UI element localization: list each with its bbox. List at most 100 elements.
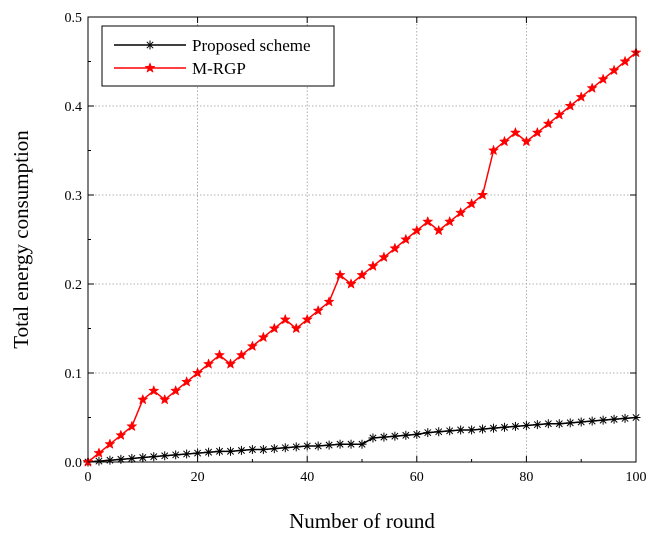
- data-point-proposed-scheme: [105, 455, 115, 465]
- data-point-proposed-scheme: [467, 425, 477, 435]
- data-point-m-rgp: [279, 313, 291, 325]
- data-point-m-rgp: [411, 224, 423, 236]
- data-point-proposed-scheme: [598, 415, 608, 425]
- x-tick-label: 40: [300, 470, 314, 485]
- data-point-m-rgp: [148, 384, 160, 396]
- data-point-proposed-scheme: [215, 446, 225, 456]
- x-tick-label: 80: [519, 470, 533, 485]
- data-point-proposed-scheme: [521, 421, 531, 431]
- data-point-m-rgp: [181, 375, 193, 387]
- data-point-proposed-scheme: [269, 444, 279, 454]
- data-point-m-rgp: [542, 117, 554, 129]
- data-point-proposed-scheme: [478, 424, 488, 434]
- y-tick-label: 0.2: [65, 278, 83, 293]
- data-point-proposed-scheme: [543, 419, 553, 429]
- data-point-m-rgp: [564, 100, 576, 111]
- data-point-m-rgp: [597, 73, 609, 85]
- data-point-proposed-scheme: [532, 420, 542, 430]
- data-point-proposed-scheme: [620, 413, 630, 423]
- y-axis-title: Total energy consumption: [9, 130, 33, 349]
- y-tick-label: 0.0: [65, 456, 83, 471]
- data-point-m-rgp: [608, 64, 620, 76]
- data-point-m-rgp: [378, 251, 390, 263]
- data-point-proposed-scheme: [499, 422, 509, 432]
- data-point-proposed-scheme: [193, 448, 203, 458]
- series-layer: [82, 46, 642, 467]
- data-point-m-rgp: [465, 197, 478, 209]
- data-point-m-rgp: [444, 215, 456, 227]
- data-point-proposed-scheme: [456, 425, 466, 435]
- data-point-proposed-scheme: [291, 442, 301, 452]
- data-point-proposed-scheme: [390, 431, 400, 441]
- data-point-proposed-scheme: [554, 419, 564, 429]
- x-tick-label: 60: [410, 470, 424, 485]
- legend-box: [101, 25, 335, 87]
- x-tick-label: 100: [626, 470, 647, 485]
- data-point-proposed-scheme: [171, 450, 181, 460]
- data-point-proposed-scheme: [346, 439, 356, 449]
- data-point-proposed-scheme: [576, 417, 586, 427]
- data-point-proposed-scheme: [280, 443, 290, 453]
- data-point-proposed-scheme: [302, 441, 312, 451]
- data-point-m-rgp: [553, 108, 565, 120]
- data-point-proposed-scheme: [357, 439, 367, 449]
- data-point-proposed-scheme: [565, 418, 575, 428]
- data-point-m-rgp: [312, 304, 324, 316]
- data-point-m-rgp: [213, 349, 226, 360]
- data-point-proposed-scheme: [127, 453, 137, 463]
- data-point-m-rgp: [257, 331, 269, 343]
- data-point-m-rgp: [137, 393, 149, 405]
- y-tick-label: 0.3: [65, 189, 83, 204]
- data-point-proposed-scheme: [401, 430, 411, 440]
- data-point-proposed-scheme: [324, 440, 334, 450]
- data-point-m-rgp: [509, 126, 522, 138]
- legend-label: M-RGP: [192, 59, 246, 78]
- data-point-m-rgp: [619, 55, 631, 67]
- data-point-proposed-scheme: [368, 433, 378, 443]
- data-point-m-rgp: [246, 340, 259, 352]
- data-point-m-rgp: [476, 189, 489, 200]
- legend: Proposed scheme M-RGP: [101, 25, 335, 87]
- data-point-m-rgp: [191, 367, 204, 378]
- data-point-proposed-scheme: [379, 432, 389, 442]
- legend-item-m-rgp: M-RGP: [114, 59, 246, 78]
- data-point-m-rgp: [224, 358, 237, 369]
- data-point-m-rgp: [93, 447, 105, 458]
- data-point-proposed-scheme: [94, 456, 104, 466]
- data-point-m-rgp: [455, 206, 467, 218]
- data-point-m-rgp: [334, 269, 346, 280]
- legend-marker: [144, 62, 156, 73]
- data-point-proposed-scheme: [445, 426, 455, 436]
- series-line-m-rgp: [87, 52, 637, 463]
- y-tick-label: 0.4: [65, 100, 83, 115]
- data-point-proposed-scheme: [149, 452, 159, 462]
- data-point-m-rgp: [126, 420, 138, 432]
- x-axis-title: Number of round: [289, 509, 435, 533]
- data-point-m-rgp: [356, 269, 368, 280]
- data-point-m-rgp: [498, 135, 511, 147]
- data-point-m-rgp: [422, 215, 434, 227]
- data-point-m-rgp: [235, 349, 248, 360]
- series-m-rgp: [82, 46, 642, 467]
- data-point-proposed-scheme: [489, 423, 499, 433]
- data-point-proposed-scheme: [412, 429, 422, 439]
- grid: [88, 17, 636, 462]
- y-tick-label: 0.1: [65, 367, 83, 382]
- data-point-m-rgp: [433, 224, 445, 236]
- legend-item-proposed-scheme: Proposed scheme: [114, 36, 311, 55]
- data-point-m-rgp: [159, 393, 171, 405]
- data-point-m-rgp: [323, 295, 335, 307]
- data-point-m-rgp: [531, 126, 543, 138]
- data-point-proposed-scheme: [182, 449, 192, 459]
- data-point-proposed-scheme: [225, 446, 235, 456]
- data-point-proposed-scheme: [434, 427, 444, 437]
- data-point-m-rgp: [520, 135, 533, 147]
- y-tick-label: 0.5: [65, 11, 83, 26]
- data-point-proposed-scheme: [313, 441, 323, 451]
- data-point-proposed-scheme: [258, 445, 268, 455]
- data-point-m-rgp: [268, 322, 280, 334]
- data-point-m-rgp: [389, 242, 401, 254]
- data-point-proposed-scheme: [204, 447, 214, 457]
- data-point-m-rgp: [345, 278, 357, 289]
